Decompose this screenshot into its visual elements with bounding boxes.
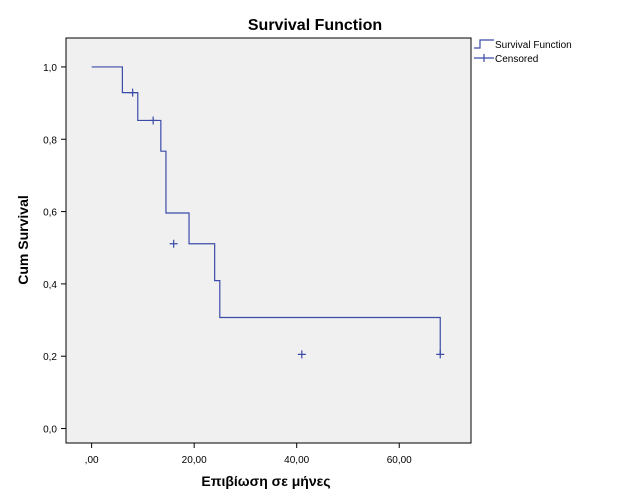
y-tick-label: 0,2: [43, 352, 57, 363]
censored-marker: [149, 116, 158, 125]
censored-marker: [128, 88, 137, 97]
x-tick-label: 40,00: [284, 455, 309, 466]
legend-label-censored: Censored: [495, 54, 538, 65]
censored-marker: [297, 350, 306, 359]
y-axis-label: Cum Survival: [15, 195, 31, 284]
legend-label-survival: Survival Function: [495, 40, 572, 51]
x-tick-label: 20,00: [182, 455, 207, 466]
x-axis-label: Επιβίωση σε μήνες: [201, 473, 330, 489]
series-layer: [91, 66, 445, 359]
x-tick-label: ,00: [85, 455, 99, 466]
y-axis-ticks: 0,0 0,2 0,4 0,6 0,8 1,0: [43, 63, 66, 436]
y-tick-label: 0,0: [43, 425, 57, 436]
y-tick-label: 0,4: [43, 280, 57, 291]
chart-title: Survival Function: [248, 17, 382, 34]
censored-marker: [436, 350, 445, 359]
legend: Survival Function Censored: [474, 39, 572, 65]
plot-area: [65, 37, 472, 444]
y-tick-label: 1,0: [43, 63, 57, 74]
legend-censored-symbol: [474, 54, 494, 62]
censored-marker: [169, 239, 178, 248]
x-tick-label: 60,00: [387, 455, 412, 466]
x-axis-ticks: ,00 20,00 40,00 60,00: [85, 443, 412, 466]
y-tick-label: 0,8: [43, 135, 57, 146]
legend-step-symbol: [474, 39, 494, 49]
y-tick-label: 0,6: [43, 208, 57, 219]
